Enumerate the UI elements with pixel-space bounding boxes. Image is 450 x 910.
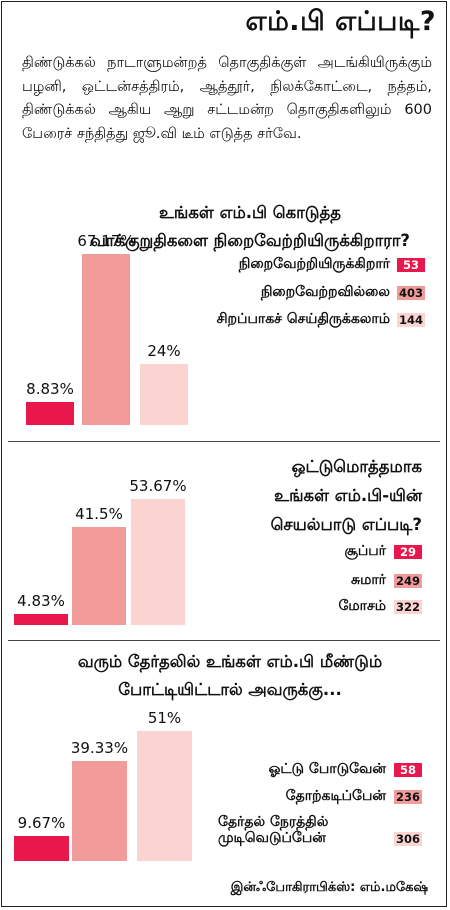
chart3-bar [72,760,127,861]
chart3-legend-label: தோற்கடிப்பேன் [285,788,386,804]
chart1-count-badge: 403 [397,286,425,300]
chart3-value-label: 51% [147,708,182,727]
chart1-value-label: 67.17% [77,231,135,250]
chart2-bar [14,613,68,625]
chart2-value-label: 41.5% [75,505,123,524]
chart3-question: வரும் தேர்தலில் உங்கள் எம்.பி மீண்டும் ப… [20,648,440,704]
chart1-bar [140,363,188,425]
credit-line: இன்ஃபோகிராபிக்ஸ்: எம்.மகேஷ் [230,880,428,895]
chart2-legend-label: சூப்பர் [344,543,386,559]
chart2-bar [72,527,126,625]
chart2-bar [131,498,185,625]
chart2-count-badge: 29 [394,545,422,559]
chart3-question-line: போட்டியிட்டால் அவருக்கு... [118,680,342,699]
chart1-legend-label: நிறைவேற்றவில்லை [260,284,390,300]
page-title: எம்.பி எப்படி? [245,6,436,37]
chart3-count-badge: 58 [394,763,422,777]
chart3-count-badge: 306 [394,832,422,846]
chart1-question: உங்கள் எம்.பி கொடுத்த வாக்குறுதிகளை நிறை… [60,199,440,255]
chart2-legend-label: சுமார் [350,572,386,588]
chart2-question-line: ஒட்டுமொத்தமாக [291,457,422,476]
chart1-count-badge: 53 [397,258,425,272]
chart2-legend-label: மோசம் [338,598,386,614]
chart1-legend-label: சிறப்பாகச் செய்திருக்கலாம் [216,311,390,327]
chart2-value-label: 4.83% [17,591,65,610]
chart3-legend-label: தேர்தல் நேரத்தில் முடிவெடுப்பேன் [218,814,329,846]
chart3-value-label: 39.33% [70,738,129,757]
chart2-question: ஒட்டுமொத்தமாக உங்கள் எம்.பி-யின் செயல்பா… [122,452,422,539]
chart2-question-line: செயல்பாடு எப்படி? [270,515,422,534]
chart1-bar [82,253,130,425]
chart2-question-line: உங்கள் எம்.பி-யின் [274,486,422,505]
chart1-value-label: 8.83% [26,380,74,399]
chart1-count-badge: 144 [397,313,425,327]
chart2-count-badge: 249 [394,574,422,588]
section-divider [8,640,440,641]
chart1-bar [26,402,74,425]
chart2-count-badge: 322 [394,600,422,614]
chart1-value-label: 24% [147,341,181,360]
chart1-legend-label: நிறைவேற்றியிருக்கிறார் [238,256,390,272]
chart3-bar [14,836,69,861]
section-divider [8,441,440,442]
chart3-question-line: வரும் தேர்தலில் உங்கள் எம்.பி மீண்டும் [77,652,383,671]
intro-text: திண்டுக்கல் நாடாளுமன்றத் தொகுதிக்குள் அட… [22,55,432,142]
chart3-legend-label: ஓட்டு போடுவேன் [268,761,386,777]
chart1-question-line: வாக்குறுதிகளை நிறைவேற்றியிருக்கிறாரா? [90,231,410,250]
chart1-question-line: உங்கள் எம்.பி கொடுத்த [158,203,342,222]
chart3-bar [137,730,192,861]
chart2-value-label: 53.67% [129,476,187,495]
chart3-count-badge: 236 [394,790,422,804]
chart3-value-label: 9.67% [17,814,66,833]
